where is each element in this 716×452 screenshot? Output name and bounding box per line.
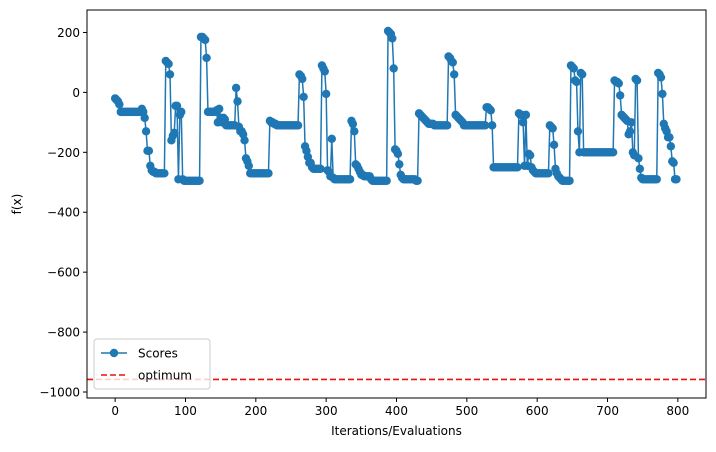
scores-data-point — [665, 133, 673, 141]
y-axis-tick-label: −1000 — [39, 386, 80, 400]
scores-data-point — [574, 127, 582, 135]
scores-data-point — [544, 169, 552, 177]
y-axis-tick-label: −200 — [47, 146, 80, 160]
scores-data-point — [395, 160, 403, 168]
scores-data-point — [487, 106, 495, 114]
scores-data-point — [264, 169, 272, 177]
scores-data-point — [636, 165, 644, 173]
scores-data-point — [633, 76, 641, 84]
scores-data-point — [245, 162, 253, 170]
scores-data-point — [669, 159, 677, 167]
scores-data-point — [321, 67, 329, 75]
scores-data-point — [299, 93, 307, 101]
scores-data-point — [240, 136, 248, 144]
scores-data-point — [565, 177, 573, 185]
scores-data-point — [350, 127, 358, 135]
scores-data-point — [572, 78, 580, 86]
scores-data-point — [215, 105, 223, 113]
scores-data-point — [526, 151, 534, 159]
scores-data-point — [550, 141, 558, 149]
scores-data-point — [140, 114, 148, 122]
scores-data-point — [615, 79, 623, 87]
scores-data-point — [349, 120, 357, 128]
x-axis-tick-label: 500 — [455, 404, 478, 418]
y-axis-tick-label: −800 — [47, 326, 80, 340]
y-axis-tick-label: −600 — [47, 266, 80, 280]
y-axis-tick-label: 200 — [57, 26, 80, 40]
scores-data-point — [519, 118, 527, 126]
y-axis-tick-label: −400 — [47, 206, 80, 220]
scores-data-point — [388, 34, 396, 42]
scores-data-point — [609, 148, 617, 156]
scores-data-point — [294, 121, 302, 129]
x-axis-tick-label: 800 — [666, 404, 689, 418]
scores-data-point — [653, 175, 661, 183]
scores-data-point — [627, 118, 635, 126]
scores-data-point — [233, 97, 241, 105]
y-axis-label: f(x) — [10, 194, 24, 215]
scores-data-point — [298, 75, 306, 83]
scores-data-point — [667, 142, 675, 150]
scores-data-point — [522, 111, 530, 119]
scores-data-point — [413, 177, 421, 185]
x-axis-tick-label: 600 — [526, 404, 549, 418]
scores-data-point — [658, 90, 666, 98]
x-axis-tick-label: 100 — [174, 404, 197, 418]
scores-data-point — [202, 54, 210, 62]
legend-scores-label: Scores — [138, 347, 178, 361]
scores-data-point — [170, 129, 178, 137]
x-axis-tick-label: 200 — [244, 404, 267, 418]
scores-data-point — [160, 169, 168, 177]
scores-data-point — [657, 73, 665, 81]
scores-data-point — [488, 121, 496, 129]
scores-data-point — [177, 108, 185, 116]
scores-data-point — [616, 91, 624, 99]
scores-data-point — [142, 127, 150, 135]
scores-data-point — [166, 70, 174, 78]
scores-data-point — [394, 150, 402, 158]
scores-data-point — [570, 64, 578, 72]
scores-data-point — [346, 175, 354, 183]
scores-data-point — [389, 64, 397, 72]
scores-data-point — [316, 165, 324, 173]
scores-data-point — [548, 124, 556, 132]
scores-data-point — [634, 154, 642, 162]
x-axis-label: Iterations/Evaluations — [331, 424, 462, 438]
scores-data-point — [164, 60, 172, 68]
x-axis-tick-label: 0 — [111, 404, 119, 418]
scores-data-point — [578, 70, 586, 78]
legend-scores-marker-swatch — [110, 349, 118, 357]
scores-data-point — [672, 175, 680, 183]
y-axis-tick-label: 0 — [72, 86, 80, 100]
scores-data-point — [328, 135, 336, 143]
scores-data-point — [450, 70, 458, 78]
scores-data-point — [201, 36, 209, 44]
scores-data-point — [449, 58, 457, 66]
scores-data-point — [232, 84, 240, 92]
scores-data-point — [513, 163, 521, 171]
scores-data-point — [382, 177, 390, 185]
legend-optimum-label: optimum — [138, 369, 192, 383]
scores-data-point — [115, 100, 123, 108]
x-axis-tick-label: 300 — [315, 404, 338, 418]
x-axis-tick-label: 400 — [385, 404, 408, 418]
scores-data-point — [145, 147, 153, 155]
scores-data-point — [626, 127, 634, 135]
x-axis-tick-label: 700 — [596, 404, 619, 418]
scores-data-point — [322, 90, 330, 98]
scores-data-point — [195, 177, 203, 185]
scores-data-point — [443, 121, 451, 129]
